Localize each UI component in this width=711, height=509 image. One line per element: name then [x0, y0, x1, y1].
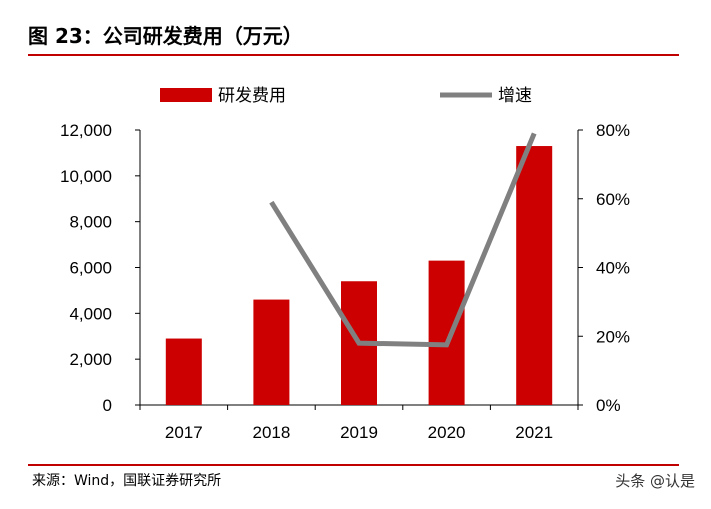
- legend-line-label: 增速: [498, 86, 532, 105]
- watermark: 头条 @认是: [615, 472, 695, 490]
- left-tick-label: 2,000: [69, 350, 112, 369]
- left-tick-label: 10,000: [60, 167, 112, 186]
- right-axis-ticks: 0% 20% 40% 60% 80%: [578, 121, 630, 415]
- right-tick-label: 60%: [596, 190, 630, 209]
- chart-title: 图 23：公司研发费用（万元）: [28, 24, 303, 48]
- bar-series: [165, 146, 553, 405]
- right-tick-label: 80%: [596, 121, 630, 140]
- x-tick-label: 2020: [428, 423, 466, 442]
- x-tick-label: 2021: [515, 423, 553, 442]
- left-axis-ticks: 0 2,000 4,000 6,000 8,000 10,000 12,000: [60, 121, 140, 415]
- bar: [165, 338, 202, 405]
- right-tick-label: 40%: [596, 259, 630, 278]
- left-tick-label: 4,000: [69, 304, 112, 323]
- growth-line: [269, 132, 537, 348]
- x-tick-label: 2017: [165, 423, 203, 442]
- x-axis-ticks: 2017 2018 2019 2020 2021: [139, 405, 579, 442]
- legend: 研发费用 增速: [160, 86, 532, 105]
- title-bar: 图 23：公司研发费用（万元）: [28, 14, 679, 56]
- x-tick-label: 2019: [340, 423, 378, 442]
- bar: [516, 146, 553, 405]
- bar: [253, 299, 290, 405]
- bar: [428, 260, 465, 405]
- x-tick-label: 2018: [252, 423, 290, 442]
- left-tick-label: 12,000: [60, 121, 112, 140]
- left-tick-label: 8,000: [69, 213, 112, 232]
- left-tick-label: 0: [103, 396, 112, 415]
- source-divider: [28, 464, 679, 466]
- right-tick-label: 20%: [596, 327, 630, 346]
- line-series: [269, 132, 537, 348]
- legend-bar-swatch: [160, 88, 212, 102]
- right-tick-label: 0%: [596, 396, 621, 415]
- left-tick-label: 6,000: [69, 259, 112, 278]
- source-note: 来源：Wind，国联证券研究所: [32, 473, 222, 489]
- legend-bar-label: 研发费用: [218, 86, 286, 105]
